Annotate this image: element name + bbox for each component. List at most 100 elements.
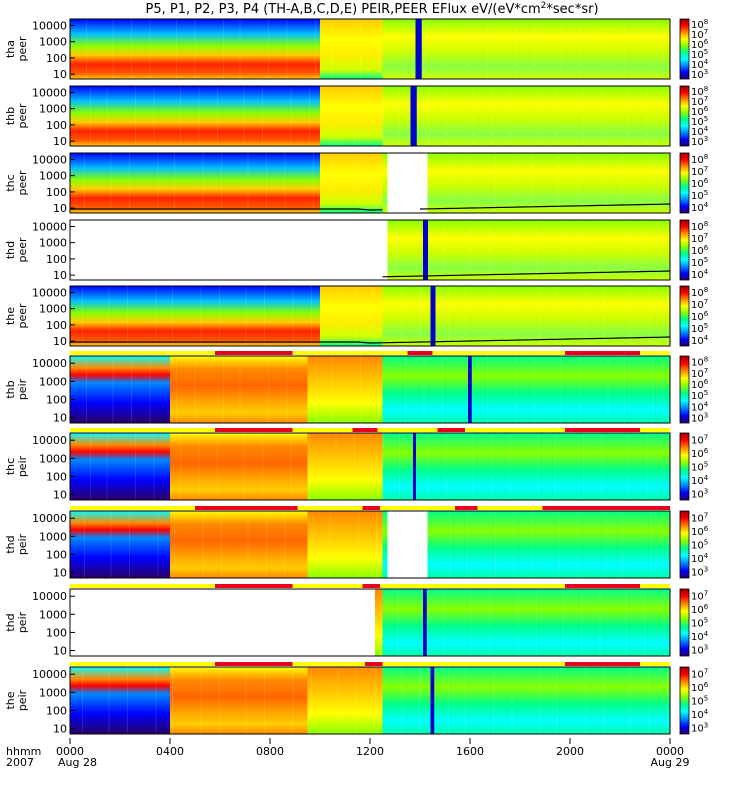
colorbar bbox=[679, 355, 690, 424]
colorbar-tick-label: 108 bbox=[691, 85, 708, 98]
panel-frame bbox=[69, 588, 671, 657]
heatmap-segment bbox=[170, 511, 308, 578]
colorbar-tick-label: 105 bbox=[691, 189, 708, 202]
heatmap-segment bbox=[382, 153, 670, 213]
y-tick-label: 10 bbox=[53, 723, 67, 736]
date-end-label: Aug 29 bbox=[651, 756, 690, 769]
colorbar-tick-label: 107 bbox=[691, 232, 708, 245]
colorbar-tick-label: 103 bbox=[691, 411, 708, 424]
y-tick-label: 1000 bbox=[39, 375, 67, 388]
colorbar-tick-label: 107 bbox=[691, 512, 708, 525]
colorbar-tick-label: 105 bbox=[691, 695, 708, 708]
panel-species-label: peer bbox=[16, 237, 29, 263]
heatmap-segment bbox=[307, 511, 383, 578]
mode-bar-segment bbox=[407, 351, 433, 355]
plasmasphere-dip bbox=[430, 667, 435, 734]
colorbar-tick-label: 107 bbox=[691, 95, 708, 108]
colorbar-tick-label: 104 bbox=[691, 201, 709, 214]
mode-bar-segment bbox=[215, 662, 293, 666]
colorbar-tick-label: 108 bbox=[691, 18, 708, 31]
heatmap-segment bbox=[382, 667, 670, 734]
y-tick-label: 100 bbox=[46, 119, 67, 132]
heatmap-segment bbox=[382, 19, 670, 79]
heatmap-segment bbox=[70, 86, 320, 146]
colorbar-tick-label: 107 bbox=[691, 298, 708, 311]
colorbar bbox=[679, 152, 690, 214]
panel-probe-label: thd bbox=[4, 613, 17, 631]
y-tick-label: 1000 bbox=[39, 237, 67, 250]
colorbar-tick-label: 105 bbox=[691, 322, 708, 335]
colorbar-tick-label: 106 bbox=[691, 38, 709, 51]
colorbar-tick-label: 104 bbox=[691, 125, 709, 138]
heatmap-segment bbox=[320, 286, 383, 346]
panel-frame bbox=[69, 432, 671, 501]
colorbar-tick-label: 107 bbox=[691, 590, 708, 603]
panel-species-label: peer bbox=[16, 303, 29, 329]
time-tick-label: 0400 bbox=[156, 745, 184, 758]
time-tick-label: 0000 bbox=[656, 745, 684, 758]
panel-frame bbox=[69, 355, 671, 424]
mode-bar-segment bbox=[215, 428, 293, 432]
colorbar-tick-label: 105 bbox=[691, 48, 708, 61]
mode-bar-segment bbox=[362, 506, 380, 510]
colorbar bbox=[679, 85, 690, 147]
colorbar-tick-label: 108 bbox=[691, 220, 708, 233]
heatmap-segment bbox=[307, 667, 383, 734]
y-tick-label: 100 bbox=[46, 186, 67, 199]
mode-bar-segment bbox=[565, 662, 640, 666]
colorbar-tick-label: 103 bbox=[691, 135, 708, 148]
y-tick-label: 10000 bbox=[32, 357, 67, 370]
colorbar bbox=[679, 285, 690, 347]
colorbar-tick-label: 106 bbox=[691, 244, 709, 257]
heatmap-segment bbox=[70, 356, 170, 423]
time-tick-label: 2000 bbox=[556, 745, 584, 758]
heatmap-segment bbox=[170, 433, 308, 500]
no-data-gap bbox=[70, 589, 375, 656]
panel-probe-label: thc bbox=[4, 458, 17, 475]
y-tick-label: 10000 bbox=[32, 153, 67, 166]
colorbar-tick-label: 106 bbox=[691, 525, 709, 538]
mode-bar-segment bbox=[437, 428, 465, 432]
panel-frame bbox=[69, 18, 671, 80]
colorbar-tick-label: 105 bbox=[691, 256, 708, 269]
heatmap-segment bbox=[70, 511, 170, 578]
panel-frame bbox=[69, 219, 671, 281]
y-tick-label: 10000 bbox=[32, 286, 67, 299]
heatmap-segment bbox=[70, 286, 320, 346]
heatmap-segment bbox=[70, 667, 170, 734]
y-tick-label: 10000 bbox=[32, 668, 67, 681]
heatmap-segment bbox=[382, 286, 670, 346]
mode-bar-segment bbox=[542, 506, 670, 510]
heatmap-segment bbox=[382, 220, 670, 280]
y-tick-label: 10 bbox=[53, 489, 67, 502]
heatmap-segment bbox=[307, 433, 383, 500]
y-tick-label: 100 bbox=[46, 253, 67, 266]
y-tick-label: 10 bbox=[53, 412, 67, 425]
colorbar-tick-label: 104 bbox=[691, 268, 709, 281]
heatmap-segment bbox=[170, 667, 308, 734]
y-tick-label: 1000 bbox=[39, 686, 67, 699]
colorbar-tick-label: 106 bbox=[691, 681, 709, 694]
mode-bar-background bbox=[70, 351, 670, 355]
mode-bar-segment bbox=[362, 584, 380, 588]
colorbar-tick-label: 103 bbox=[691, 643, 708, 656]
time-axis-hhmm-label: hhmm bbox=[6, 745, 41, 758]
heatmap-segment bbox=[320, 153, 383, 213]
colorbar bbox=[679, 18, 690, 80]
y-tick-label: 1000 bbox=[39, 608, 67, 621]
mode-bars-group bbox=[70, 351, 670, 666]
y-tick-label: 10 bbox=[53, 68, 67, 81]
y-tick-label: 1000 bbox=[39, 452, 67, 465]
colorbar-tick-label: 103 bbox=[691, 487, 708, 500]
colorbar-tick-label: 105 bbox=[691, 539, 708, 552]
y-tick-label: 100 bbox=[46, 319, 67, 332]
panel-species-label: peir bbox=[16, 689, 29, 711]
time-tick-label: 0000 bbox=[56, 745, 84, 758]
